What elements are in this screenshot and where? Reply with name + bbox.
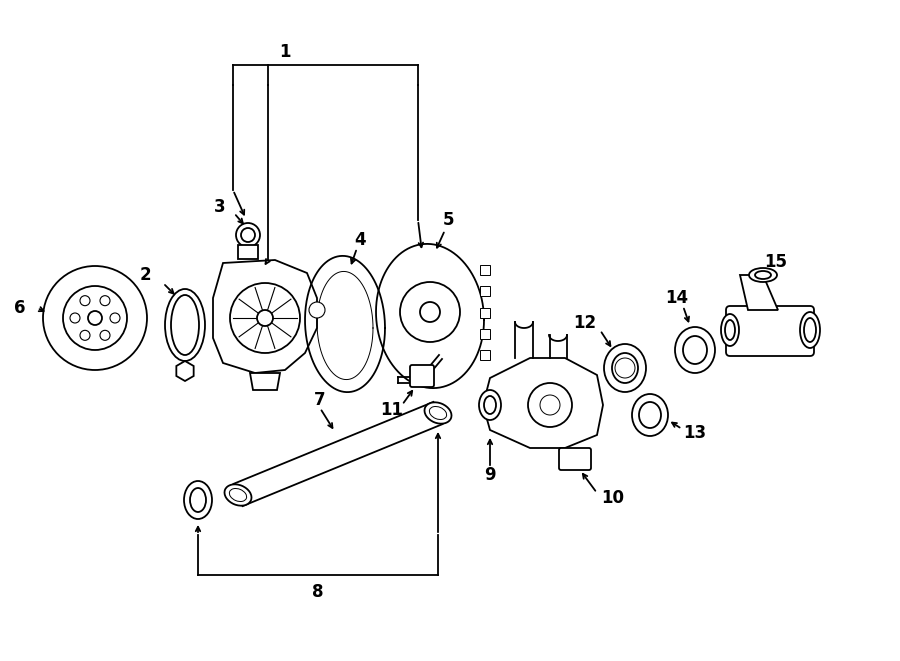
Ellipse shape xyxy=(725,320,735,340)
Circle shape xyxy=(43,266,147,370)
Text: 13: 13 xyxy=(683,424,706,442)
Circle shape xyxy=(100,295,110,305)
FancyBboxPatch shape xyxy=(480,350,490,360)
Text: 11: 11 xyxy=(381,401,403,419)
Ellipse shape xyxy=(429,407,446,420)
Polygon shape xyxy=(250,373,280,390)
Ellipse shape xyxy=(171,295,199,355)
Ellipse shape xyxy=(230,488,247,502)
Ellipse shape xyxy=(800,312,820,348)
Text: 3: 3 xyxy=(214,198,226,216)
Polygon shape xyxy=(176,361,194,381)
Text: 10: 10 xyxy=(601,489,625,507)
Ellipse shape xyxy=(479,390,501,420)
Ellipse shape xyxy=(755,271,771,279)
Polygon shape xyxy=(740,275,778,310)
FancyBboxPatch shape xyxy=(480,329,490,338)
Text: 1: 1 xyxy=(279,43,291,61)
Ellipse shape xyxy=(749,268,777,282)
FancyBboxPatch shape xyxy=(238,245,258,259)
Ellipse shape xyxy=(612,353,638,383)
Text: 6: 6 xyxy=(14,299,26,317)
Circle shape xyxy=(70,313,80,323)
FancyBboxPatch shape xyxy=(480,265,490,275)
FancyBboxPatch shape xyxy=(480,307,490,317)
Ellipse shape xyxy=(425,403,452,424)
Polygon shape xyxy=(213,260,317,373)
Text: 7: 7 xyxy=(314,391,326,409)
Ellipse shape xyxy=(683,336,707,364)
Circle shape xyxy=(80,330,90,340)
Ellipse shape xyxy=(184,481,212,519)
Ellipse shape xyxy=(639,402,661,428)
Ellipse shape xyxy=(721,314,739,346)
Ellipse shape xyxy=(604,344,646,392)
Text: 2: 2 xyxy=(140,266,151,284)
Circle shape xyxy=(100,330,110,340)
Circle shape xyxy=(257,310,273,326)
Circle shape xyxy=(110,313,120,323)
Circle shape xyxy=(236,223,260,247)
Ellipse shape xyxy=(190,488,206,512)
Ellipse shape xyxy=(632,394,668,436)
Text: 5: 5 xyxy=(442,211,454,229)
Text: 4: 4 xyxy=(355,231,365,249)
FancyBboxPatch shape xyxy=(726,306,814,356)
Ellipse shape xyxy=(804,318,816,342)
Ellipse shape xyxy=(165,289,205,361)
Ellipse shape xyxy=(224,485,251,506)
Text: 14: 14 xyxy=(665,289,688,307)
FancyBboxPatch shape xyxy=(559,448,591,470)
FancyBboxPatch shape xyxy=(480,286,490,296)
Circle shape xyxy=(309,302,325,318)
Polygon shape xyxy=(483,358,603,448)
FancyBboxPatch shape xyxy=(410,365,434,387)
Text: 8: 8 xyxy=(312,583,324,601)
Ellipse shape xyxy=(484,396,496,414)
Circle shape xyxy=(420,302,440,322)
Text: 12: 12 xyxy=(573,314,597,332)
Ellipse shape xyxy=(675,327,715,373)
Circle shape xyxy=(80,295,90,305)
Text: 9: 9 xyxy=(484,466,496,484)
Polygon shape xyxy=(376,244,484,388)
Circle shape xyxy=(88,311,102,325)
Text: 15: 15 xyxy=(764,253,788,271)
